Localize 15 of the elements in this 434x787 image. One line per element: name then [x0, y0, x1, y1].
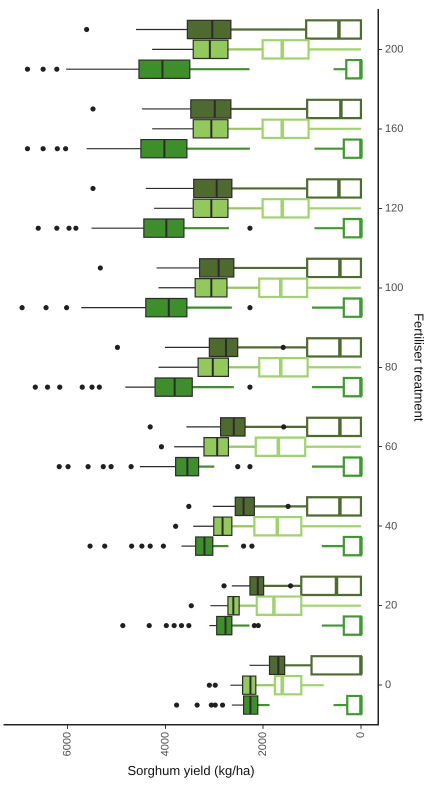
- y-tick-label: 40: [385, 520, 398, 532]
- y-tick-label: 160: [385, 122, 404, 135]
- y-tick-label: 20: [385, 600, 398, 612]
- x-tick-label: 6000: [62, 732, 74, 756]
- y-tick-label: 200: [385, 43, 404, 56]
- x-tick-label: 2000: [257, 732, 270, 756]
- y-tick-label: 80: [385, 361, 398, 374]
- y-tick-label: 60: [385, 440, 398, 453]
- y-tick-label: 120: [385, 202, 404, 214]
- y-tick-label: 100: [385, 282, 404, 294]
- x-tick-label: 4000: [159, 732, 172, 756]
- x-axis-title: Sorghum yield (kg/ha): [127, 762, 255, 778]
- y-tick-label: 0: [385, 679, 392, 692]
- y-axis-title: Fertiliser treatment: [412, 313, 427, 422]
- x-tick-label: 0: [354, 732, 367, 738]
